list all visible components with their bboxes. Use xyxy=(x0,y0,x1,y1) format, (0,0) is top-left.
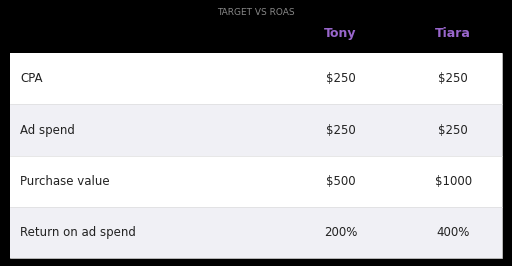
Text: $250: $250 xyxy=(326,123,355,136)
Text: Tony: Tony xyxy=(324,27,357,40)
FancyBboxPatch shape xyxy=(10,156,502,207)
FancyBboxPatch shape xyxy=(10,53,502,105)
Text: $500: $500 xyxy=(326,175,355,188)
Text: 400%: 400% xyxy=(436,226,470,239)
FancyBboxPatch shape xyxy=(10,53,502,258)
Text: $250: $250 xyxy=(438,72,468,85)
Text: Purchase value: Purchase value xyxy=(20,175,110,188)
Text: Tiara: Tiara xyxy=(435,27,471,40)
Text: $250: $250 xyxy=(326,72,355,85)
Text: 200%: 200% xyxy=(324,226,357,239)
Text: CPA: CPA xyxy=(20,72,43,85)
FancyBboxPatch shape xyxy=(10,207,502,258)
Text: Ad spend: Ad spend xyxy=(20,123,75,136)
Text: $250: $250 xyxy=(438,123,468,136)
Text: $1000: $1000 xyxy=(435,175,472,188)
Text: Return on ad spend: Return on ad spend xyxy=(20,226,136,239)
Text: TARGET VS ROAS: TARGET VS ROAS xyxy=(217,8,295,17)
FancyBboxPatch shape xyxy=(10,105,502,156)
